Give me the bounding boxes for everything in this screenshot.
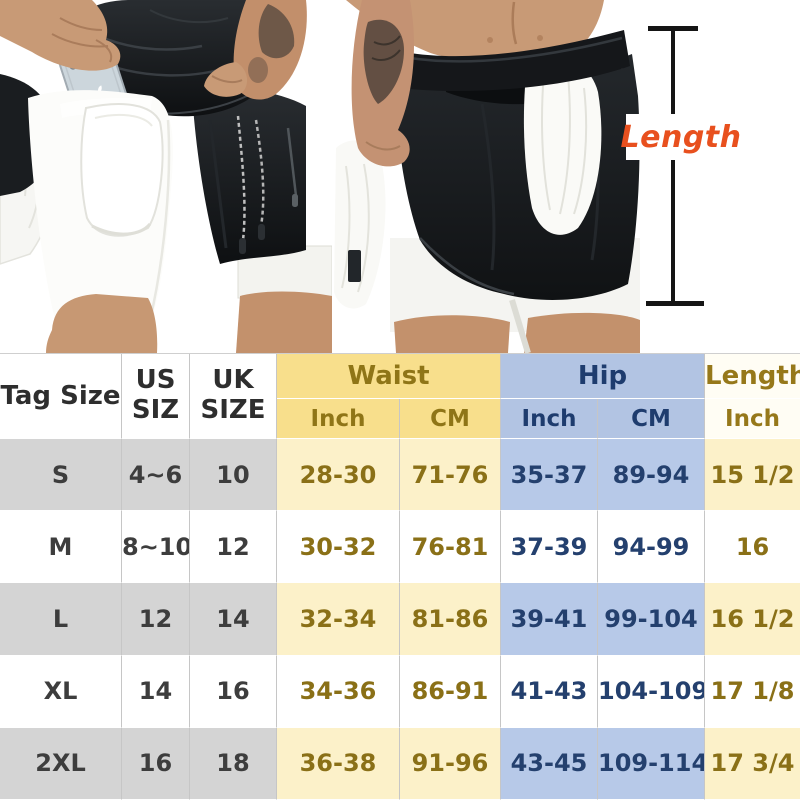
size-cell: L (0, 583, 122, 656)
size-cell: 34-36 (277, 655, 400, 728)
size-cell: 41-43 (501, 655, 598, 728)
right-arm-tattooed (204, 0, 307, 100)
leg-gap-shadow (509, 299, 531, 353)
header-waist-inch: Inch (277, 399, 400, 439)
size-cell: 15 1/2 (705, 439, 800, 512)
size-cell: 86-91 (400, 655, 501, 728)
size-cell: 16 1/2 (705, 583, 800, 656)
table-row-m: M 8~10 12 30-32 76-81 37-39 94-99 16 (0, 511, 800, 584)
size-cell: 16 (705, 511, 800, 584)
size-cell: 94-99 (598, 511, 706, 584)
size-cell: 16 (122, 727, 190, 800)
header-hip-group: Hip (501, 354, 706, 399)
size-cell: XL (0, 655, 122, 728)
table-row-l: L 12 14 32-34 81-86 39-41 99-104 16 1/2 (0, 583, 800, 656)
phone-pocket-illustration (0, 0, 332, 353)
size-cell: 36-38 (277, 727, 400, 800)
back-view-illustration (334, 0, 640, 353)
size-cell: 12 (122, 583, 190, 656)
waistband (400, 30, 630, 92)
size-cell: 12 (190, 511, 277, 584)
size-cell: 76-81 (400, 511, 501, 584)
size-cell: 43-45 (501, 727, 598, 800)
size-chart-table: Tag Size US SIZ UK SIZE Waist Hip Length… (0, 353, 800, 800)
table-row-2xl: 2XL 16 18 36-38 91-96 43-45 109-114 17 3… (0, 727, 800, 800)
size-cell: 30-32 (277, 511, 400, 584)
header-tag-size: Tag Size (0, 354, 122, 439)
size-cell: 91-96 (400, 727, 501, 800)
size-cell: 109-114 (598, 727, 706, 800)
table-row-s: S 4~6 10 28-30 71-76 35-37 89-94 15 1/2 (0, 439, 800, 512)
size-cell: S (0, 439, 122, 512)
header-uk-line2: SIZE (200, 395, 266, 425)
tattooed-forearm (351, 0, 414, 167)
size-cell: 71-76 (400, 439, 501, 512)
length-dimension-line (671, 28, 675, 306)
size-cell: 8~10 (122, 511, 190, 584)
size-cell: 35-37 (501, 439, 598, 512)
size-cell: 2XL (0, 727, 122, 800)
size-cell: 104-109 (598, 655, 706, 728)
size-cell: 14 (122, 655, 190, 728)
size-cell: 39-41 (501, 583, 598, 656)
right-thigh (236, 291, 332, 353)
header-hip-cm: CM (598, 399, 706, 439)
size-cell: 17 1/8 (705, 655, 800, 728)
header-hip-inch: Inch (501, 399, 598, 439)
size-cell: 17 3/4 (705, 727, 800, 800)
size-cell: M (0, 511, 122, 584)
left-hand (0, 0, 121, 71)
size-cell: 32-34 (277, 583, 400, 656)
photo-back-view (332, 0, 640, 353)
table-row-xl: XL 14 16 34-36 86-91 41-43 104-109 17 1/… (0, 655, 800, 728)
size-cell: 37-39 (501, 511, 598, 584)
length-dimension-cap-bottom (646, 301, 704, 306)
header-us-size: US SIZ (122, 354, 190, 439)
size-cell: 18 (190, 727, 277, 800)
shorts-right (192, 88, 306, 264)
header-us-line1: US (135, 365, 176, 396)
size-cell: 89-94 (598, 439, 706, 512)
shirt-piece (334, 140, 386, 309)
size-cell: 28-30 (277, 439, 400, 512)
size-cell: 4~6 (122, 439, 190, 512)
header-length-group: Length (705, 354, 800, 399)
header-uk-size: UK SIZE (190, 354, 277, 439)
right-leg (524, 312, 640, 353)
size-cell: 14 (190, 583, 277, 656)
left-leg (394, 315, 510, 353)
header-waist-cm: CM (400, 399, 501, 439)
header-length-inch: Inch (705, 399, 800, 439)
header-uk-line1: UK (212, 365, 254, 396)
size-cell: 81-86 (400, 583, 501, 656)
left-thigh (46, 294, 158, 353)
size-cell: 10 (190, 439, 277, 512)
photo-phone-pocket (0, 0, 332, 353)
header-waist-group: Waist (277, 354, 501, 399)
fabric-tag (348, 250, 361, 282)
header-us-line2: SIZ (131, 395, 180, 425)
length-label: Length (621, 114, 741, 160)
size-cell: 99-104 (598, 583, 706, 656)
size-cell: 16 (190, 655, 277, 728)
liner-with-pocket (28, 90, 173, 330)
